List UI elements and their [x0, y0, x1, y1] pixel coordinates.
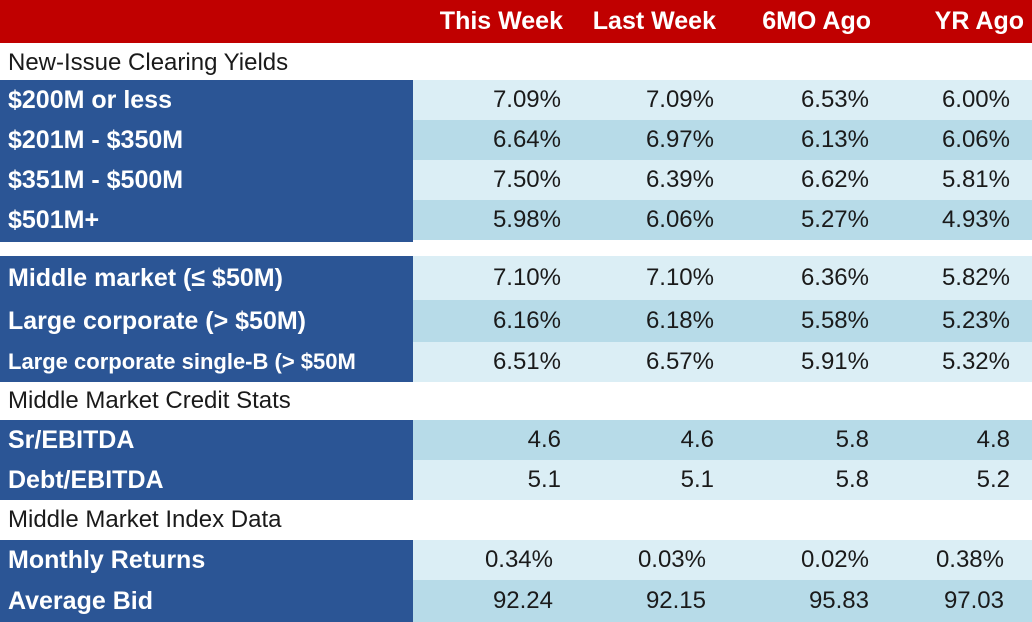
cell: 5.27% [800, 206, 869, 233]
row-label: $351M - $500M [0, 160, 413, 200]
cell: 5.1 [680, 466, 714, 493]
cell: 6.62% [800, 166, 869, 193]
cell: 95.83 [808, 587, 869, 614]
cell: 7.09% [645, 86, 714, 113]
cell: 0.38% [935, 546, 1004, 573]
table-row: $351M - $500M 7.50% 6.39% 6.62% 5.81% [0, 160, 1032, 200]
col-yr-ago: YR Ago [934, 7, 1024, 35]
divider [0, 240, 413, 242]
col-this-week: This Week [439, 7, 563, 35]
cell: 7.10% [492, 264, 561, 291]
cell: 6.13% [800, 126, 869, 153]
cell: 5.8 [835, 426, 869, 453]
row-label: Middle market (≤ $50M) [0, 256, 413, 300]
cell: 4.6 [527, 426, 561, 453]
cell: 0.02% [800, 546, 869, 573]
cell: 5.58% [800, 307, 869, 334]
table-row: $501M+ 5.98% 6.06% 5.27% 4.93% [0, 200, 1032, 240]
cell: 6.53% [800, 86, 869, 113]
section-header: Middle Market Credit Stats [0, 382, 1032, 420]
row-label: $501M+ [0, 200, 413, 240]
header-row: This Week Last Week 6MO Ago YR Ago [0, 0, 1032, 43]
cell: 7.50% [492, 166, 561, 193]
table-row: $201M - $350M 6.64% 6.97% 6.13% 6.06% [0, 120, 1032, 160]
cell: 6.00% [941, 86, 1010, 113]
cell: 6.64% [492, 126, 561, 153]
cell: 5.82% [941, 264, 1010, 291]
table-row: $200M or less 7.09% 7.09% 6.53% 6.00% [0, 80, 1032, 120]
row-label: Sr/EBITDA [0, 420, 413, 460]
row-label: Large corporate (> $50M) [0, 300, 413, 342]
row-label: $201M - $350M [0, 120, 413, 160]
cell: 5.8 [835, 466, 869, 493]
table-row: Debt/EBITDA 5.1 5.1 5.8 5.2 [0, 460, 1032, 500]
cell: 4.8 [976, 426, 1010, 453]
table-row: Large corporate single-B (> $50M 6.51% 6… [0, 342, 1032, 382]
section-title: New-Issue Clearing Yields [8, 49, 289, 76]
col-last-week: Last Week [592, 7, 716, 35]
row-label: Average Bid [0, 580, 413, 622]
row-label: $200M or less [0, 80, 413, 120]
cell: 7.10% [645, 264, 714, 291]
section-title: Middle Market Credit Stats [8, 387, 291, 414]
row-label: Large corporate single-B (> $50M [0, 342, 413, 382]
cell: 6.57% [645, 348, 714, 375]
cell: 5.91% [800, 348, 869, 375]
cell: 4.93% [941, 206, 1010, 233]
cell: 6.97% [645, 126, 714, 153]
cell: 7.09% [492, 86, 561, 113]
row-label: Monthly Returns [0, 540, 413, 580]
cell: 5.98% [492, 206, 561, 233]
cell: 6.39% [645, 166, 714, 193]
table-row: Middle market (≤ $50M) 7.10% 7.10% 6.36%… [0, 256, 1032, 300]
cell: 6.06% [645, 206, 714, 233]
table-row: Large corporate (> $50M) 6.16% 6.18% 5.5… [0, 300, 1032, 342]
cell: 5.1 [527, 466, 561, 493]
cell: 5.2 [976, 466, 1010, 493]
table-row: Sr/EBITDA 4.6 4.6 5.8 4.8 [0, 420, 1032, 460]
cell: 5.81% [941, 166, 1010, 193]
cell: 92.24 [492, 587, 553, 614]
cell: 92.15 [645, 587, 706, 614]
cell: 5.32% [941, 348, 1010, 375]
cell: 6.51% [492, 348, 561, 375]
cell: 6.16% [492, 307, 561, 334]
section-header: Middle Market Index Data [0, 500, 1032, 540]
section-title: Middle Market Index Data [8, 506, 282, 533]
cell: 6.18% [645, 307, 714, 334]
col-6mo-ago: 6MO Ago [762, 7, 871, 35]
cell: 6.06% [941, 126, 1010, 153]
table-row: Average Bid 92.24 92.15 95.83 97.03 [0, 580, 1032, 622]
cell: 97.03 [943, 587, 1004, 614]
table-row: Monthly Returns 0.34% 0.03% 0.02% 0.38% [0, 540, 1032, 580]
cell: 4.6 [680, 426, 714, 453]
cell: 0.03% [637, 546, 706, 573]
row-label: Debt/EBITDA [0, 460, 413, 500]
cell: 5.23% [941, 307, 1010, 334]
cell: 6.36% [800, 264, 869, 291]
cell: 0.34% [484, 546, 553, 573]
section-header: New-Issue Clearing Yields [0, 43, 1032, 83]
